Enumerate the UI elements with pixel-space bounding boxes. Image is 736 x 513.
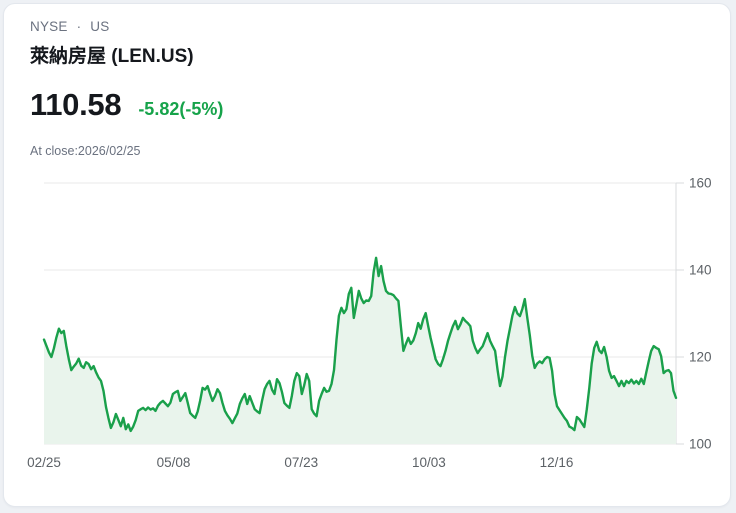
x-tick-label: 02/25 <box>27 455 61 470</box>
last-price: 110.58 <box>30 87 122 122</box>
stock-card: NYSE · US 萊納房屋 (LEN.US) 110.58 -5.82(-5%… <box>3 3 731 507</box>
x-tick-label: 05/08 <box>157 455 191 470</box>
stock-header: NYSE · US 萊納房屋 (LEN.US) <box>30 19 194 68</box>
region-label: US <box>90 19 110 34</box>
y-tick-label: 120 <box>689 350 712 365</box>
y-tick-label: 140 <box>689 263 712 278</box>
price-change: -5.82(-5%) <box>138 99 224 119</box>
area-fill <box>44 257 676 444</box>
y-tick-label: 100 <box>689 437 712 452</box>
y-tick-label: 160 <box>689 176 712 191</box>
dot-separator: · <box>76 19 82 34</box>
x-tick-label: 10/03 <box>412 455 446 470</box>
price-line <box>42 256 678 433</box>
x-tick-label: 12/16 <box>540 455 574 470</box>
price-chart[interactable]: 100 120 140 160 02/25 05/08 07/23 10/03 12/16 <box>4 4 731 506</box>
stock-title: 萊納房屋 (LEN.US) <box>30 46 194 67</box>
as-of-timestamp: At close:2026/02/25 <box>30 144 141 158</box>
exchange-row: NYSE · US <box>30 19 194 34</box>
exchange-label: NYSE <box>30 19 68 34</box>
x-tick-label: 07/23 <box>284 455 318 470</box>
price-row: 110.58 -5.82(-5%) <box>30 87 223 123</box>
